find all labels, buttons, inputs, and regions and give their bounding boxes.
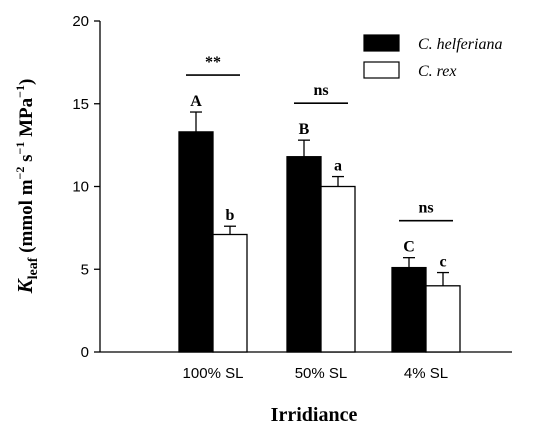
bar xyxy=(391,266,427,353)
bar xyxy=(212,233,248,353)
bar xyxy=(320,185,356,353)
y-tick-label: 10 xyxy=(72,179,89,196)
y-tick-label: 20 xyxy=(72,13,89,30)
bar xyxy=(425,285,461,353)
comparison-label: ns xyxy=(313,82,328,99)
significance-letter: c xyxy=(439,254,446,271)
y-tick-label: 0 xyxy=(81,344,89,361)
x-tick-label: 50% SL xyxy=(295,365,348,382)
chart-bars xyxy=(178,111,461,353)
x-tick-label: 100% SL xyxy=(183,365,244,382)
significance-letter: C xyxy=(403,239,415,256)
chart-axes: 0 5 10 15 20 100% SL 50% SL 4% SL xyxy=(72,13,512,382)
chart-legend: C. helferiana C. rex xyxy=(363,34,502,80)
y-axis-label: Kleaf (mmol m−2 s−1 MPa−1) xyxy=(13,79,41,295)
significance-letter: A xyxy=(190,93,202,110)
bar xyxy=(286,156,322,353)
comparison-label: ** xyxy=(205,54,221,71)
chart-annotations: Ab ** Ba ns Cc ns xyxy=(186,54,453,271)
significance-letter: b xyxy=(226,207,235,224)
legend-swatch-series-2 xyxy=(363,61,400,79)
significance-letter: B xyxy=(299,121,310,138)
comparison-label: ns xyxy=(418,200,433,217)
y-tick-label: 15 xyxy=(72,96,89,113)
legend-label-series-1: C. helferiana xyxy=(418,36,502,53)
y-tick-label: 5 xyxy=(81,261,89,278)
x-axis-label: Irridiance xyxy=(271,404,358,426)
legend-swatch-series-1 xyxy=(363,34,400,52)
significance-letter: a xyxy=(334,158,342,175)
legend-label-series-2: C. rex xyxy=(418,63,457,80)
x-tick-label: 4% SL xyxy=(404,365,448,382)
bar xyxy=(178,131,214,353)
